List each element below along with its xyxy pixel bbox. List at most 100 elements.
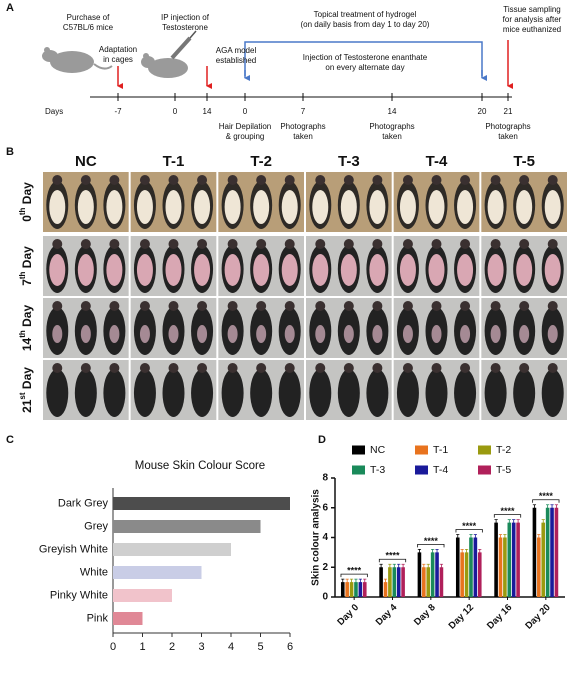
bar	[362, 582, 367, 597]
skin	[369, 190, 386, 224]
bar	[439, 567, 444, 597]
error-bar	[426, 563, 430, 571]
head	[372, 175, 383, 185]
annotation-line: Photographs	[485, 122, 530, 131]
skin	[197, 325, 208, 343]
bar	[435, 552, 439, 597]
annotation-line: Adaptation	[99, 45, 137, 54]
legend-swatch	[352, 445, 365, 455]
error-bar	[422, 563, 426, 571]
head	[372, 301, 383, 311]
bar	[113, 612, 143, 625]
x-tick-label: 6	[287, 641, 293, 653]
x-tick-label: 5	[257, 641, 263, 653]
skin	[77, 254, 94, 286]
skin	[139, 325, 150, 343]
significance-bracket	[493, 514, 522, 518]
annotation-line: C57BL/6 mice	[63, 23, 114, 32]
photo	[218, 298, 304, 358]
bar	[511, 522, 516, 597]
y-tick-label: 2	[322, 562, 328, 573]
head	[490, 239, 501, 249]
head	[372, 239, 383, 249]
legend-swatch	[478, 465, 491, 475]
bar	[494, 522, 498, 597]
annotation: Topical treatment of hydrogel (on daily b…	[301, 10, 430, 29]
head	[80, 301, 91, 311]
timeline-tick-label: 21	[504, 107, 513, 116]
mouse	[366, 369, 389, 417]
significance-label: ****	[462, 521, 477, 531]
head	[52, 239, 63, 249]
mouse-icon	[141, 30, 197, 78]
head	[343, 175, 354, 185]
skin	[516, 254, 533, 286]
head	[460, 301, 471, 311]
error-bar	[345, 578, 349, 586]
bar	[554, 507, 559, 597]
head	[490, 301, 501, 311]
bar	[396, 567, 401, 597]
annotation: Photographs taken	[280, 122, 325, 141]
annotation-line: Tissue sampling	[503, 5, 561, 14]
head	[402, 363, 413, 373]
head	[139, 239, 150, 249]
skin	[340, 190, 357, 224]
mouse	[484, 369, 507, 417]
significance-bracket	[340, 573, 368, 578]
significance-label: ****	[347, 566, 362, 576]
skin	[399, 190, 416, 224]
error-bar	[532, 504, 537, 511]
legend-swatch	[478, 445, 491, 455]
head	[139, 175, 150, 185]
annotation: Purchase of C57BL/6 mice	[63, 13, 114, 32]
photo	[481, 360, 567, 420]
skin	[284, 325, 295, 343]
bar	[498, 537, 503, 597]
group-header: T-5	[513, 153, 535, 170]
annotation-line: Injection of Testosterone enanthate	[303, 53, 428, 62]
annotation-line: (on daily basis from day 1 to day 20)	[301, 20, 430, 29]
head	[256, 301, 267, 311]
annotation: Photographs taken	[369, 122, 414, 141]
head	[227, 239, 238, 249]
head	[197, 175, 208, 185]
head	[519, 239, 530, 249]
photo	[481, 236, 567, 296]
day-suffix: th	[18, 207, 27, 215]
error-bar	[341, 578, 345, 586]
annotation: IP injection of Testosterone	[161, 13, 210, 32]
photo	[306, 172, 392, 232]
panel-letter: A	[6, 2, 14, 14]
significance-label: ****	[539, 491, 554, 501]
timeline-tick-label: 0	[243, 107, 248, 116]
bar	[401, 567, 405, 597]
error-bar	[554, 504, 559, 511]
head	[168, 239, 179, 249]
skin	[340, 254, 357, 286]
skin	[516, 190, 533, 224]
head	[490, 175, 501, 185]
day-word: Day	[20, 367, 34, 389]
head	[256, 363, 267, 373]
photo	[306, 236, 392, 296]
photo	[43, 236, 129, 296]
photo	[43, 172, 129, 232]
photo	[218, 360, 304, 420]
skin	[399, 254, 416, 286]
timeline-tick-label: 7	[301, 107, 306, 116]
y-tick-label: 4	[322, 532, 328, 543]
skin	[428, 190, 445, 224]
head	[197, 301, 208, 311]
head	[547, 239, 558, 249]
mouse	[425, 369, 448, 417]
skin	[77, 190, 94, 224]
annotation-line: in cages	[103, 55, 133, 64]
mouse	[278, 369, 301, 417]
skin	[165, 190, 182, 224]
error-bar	[537, 534, 541, 541]
skin	[80, 325, 91, 343]
bar	[460, 552, 464, 597]
skin	[106, 254, 123, 286]
bar	[358, 582, 363, 597]
